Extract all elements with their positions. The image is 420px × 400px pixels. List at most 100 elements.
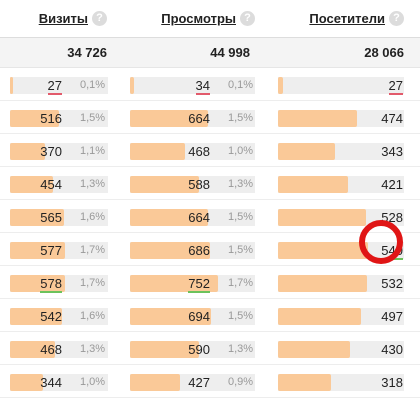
visits-cell: 344 1,0% — [10, 374, 108, 391]
cell-percent: 1,5% — [228, 112, 254, 124]
trend-underline: 578 — [40, 276, 62, 293]
table-body: 27 0,1% 34 0,1% 27 516 1,5% 664 1,5% 474 370 1,1% 46… — [0, 68, 420, 398]
bar-fill — [130, 143, 185, 160]
cell-percent: 1,7% — [80, 277, 106, 289]
bar-track — [130, 77, 255, 94]
cell-value: 344 — [40, 375, 62, 390]
sort-link-visitors[interactable]: Посетители — [309, 10, 385, 26]
visitors-cell: 343 — [278, 143, 404, 160]
views-cell: 752 1,7% — [130, 275, 255, 293]
views-cell: 588 1,3% — [130, 176, 255, 193]
bar-fill — [278, 341, 350, 358]
visitors-cell: 318 — [278, 374, 404, 391]
highlight-circle — [359, 220, 403, 264]
bar-fill — [278, 374, 331, 391]
bar-fill — [10, 209, 64, 226]
cell-percent: 1,5% — [228, 244, 254, 256]
bar-fill — [10, 275, 65, 292]
cell-percent: 0,1% — [228, 79, 254, 91]
cell-percent: 1,3% — [228, 343, 254, 355]
cell-value: 427 — [188, 375, 210, 390]
bar-fill — [130, 77, 134, 94]
visits-cell: 578 1,7% — [10, 275, 108, 293]
total-views: 44 998 — [210, 45, 250, 60]
cell-percent: 1,6% — [80, 211, 106, 223]
views-cell: 694 1,5% — [130, 308, 255, 325]
bar-fill — [130, 374, 180, 391]
cell-value: 27 — [278, 77, 403, 95]
total-visits: 34 726 — [67, 45, 107, 60]
cell-percent: 0,1% — [80, 79, 106, 91]
cell-percent: 1,5% — [80, 112, 106, 124]
bar-fill — [10, 176, 54, 193]
bar-fill — [278, 77, 283, 94]
sort-link-views[interactable]: Просмотры — [161, 10, 236, 26]
cell-percent: 1,7% — [228, 277, 254, 289]
visitors-cell: 430 — [278, 341, 404, 358]
bar-fill — [130, 176, 199, 193]
cell-value: 34 — [130, 77, 210, 95]
visits-cell: 454 1,3% — [10, 176, 108, 193]
bar-fill — [10, 374, 43, 391]
cell-percent: 1,3% — [80, 343, 106, 355]
table-row: 344 1,0% 427 0,9% 318 — [0, 365, 420, 398]
table-header: Визиты ? Просмотры ? Посетители ? — [0, 0, 420, 38]
visitors-cell: 27 — [278, 77, 404, 95]
visitors-cell: 497 — [278, 308, 404, 325]
cell-percent: 1,3% — [80, 178, 106, 190]
bar-fill — [10, 242, 65, 259]
bar-fill — [278, 143, 336, 160]
cell-value: 694 — [188, 309, 210, 324]
visitors-cell: 421 — [278, 176, 404, 193]
bar-fill — [278, 242, 368, 259]
visitors-cell: 528 — [278, 209, 404, 226]
total-visitors: 28 066 — [364, 45, 404, 60]
cell-value: 532 — [381, 276, 403, 291]
visits-cell: 516 1,5% — [10, 110, 108, 127]
views-cell: 590 1,3% — [130, 341, 255, 358]
views-cell: 468 1,0% — [130, 143, 255, 160]
cell-value: 421 — [381, 177, 403, 192]
cell-value: 686 — [188, 243, 210, 258]
visits-cell: 565 1,6% — [10, 209, 108, 226]
visits-cell: 542 1,6% — [10, 308, 108, 325]
cell-percent: 1,0% — [80, 376, 106, 388]
cell-percent: 1,5% — [228, 211, 254, 223]
cell-value: 370 — [40, 144, 62, 159]
cell-value: 565 — [40, 210, 62, 225]
cell-value: 578 — [10, 275, 62, 293]
cell-value: 542 — [40, 309, 62, 324]
trend-underline: 34 — [195, 78, 210, 95]
help-icon[interactable]: ? — [240, 10, 255, 26]
cell-value: 474 — [381, 111, 403, 126]
views-cell: 34 0,1% — [130, 77, 255, 95]
cell-value: 516 — [40, 111, 62, 126]
cell-value: 588 — [188, 177, 210, 192]
cell-value: 343 — [381, 144, 403, 159]
cell-percent: 1,0% — [228, 145, 254, 157]
table-row: 468 1,3% 590 1,3% 430 — [0, 332, 420, 365]
trend-underline: 27 — [388, 78, 403, 95]
cell-value: 664 — [188, 111, 210, 126]
cell-percent: 0,9% — [228, 376, 254, 388]
bar-track — [278, 77, 404, 94]
cell-value: 577 — [40, 243, 62, 258]
trend-underline: 27 — [47, 78, 62, 95]
bar-fill — [130, 341, 200, 358]
bar-fill — [130, 110, 208, 127]
bar-fill — [278, 308, 361, 325]
cell-percent: 1,6% — [80, 310, 106, 322]
table-row: 577 1,7% 686 1,5% 540 — [0, 233, 420, 266]
help-icon[interactable]: ? — [389, 10, 404, 26]
sort-link-visits[interactable]: Визиты — [38, 10, 88, 26]
cell-percent: 1,3% — [228, 178, 254, 190]
table-row: 565 1,6% 664 1,5% 528 — [0, 200, 420, 233]
visitors-cell: 474 — [278, 110, 404, 127]
bar-fill — [130, 242, 211, 259]
cell-value: 468 — [40, 342, 62, 357]
cell-value: 454 — [40, 177, 62, 192]
bar-fill — [10, 308, 62, 325]
table-row: 542 1,6% 694 1,5% 497 — [0, 299, 420, 332]
help-icon[interactable]: ? — [92, 10, 107, 26]
bar-fill — [130, 209, 208, 226]
